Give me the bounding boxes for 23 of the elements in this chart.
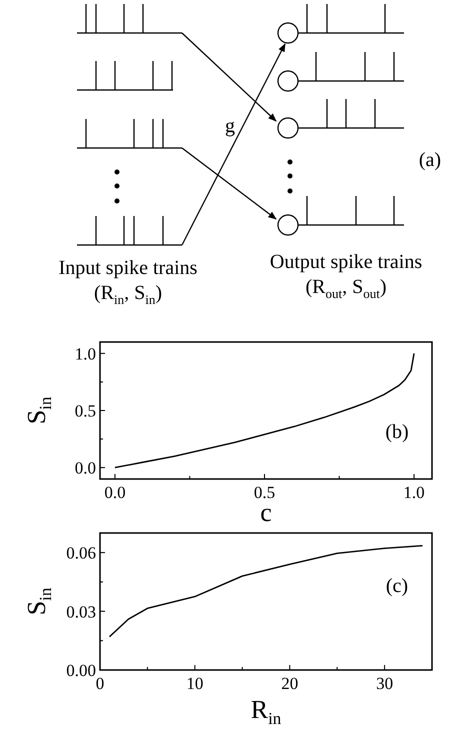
text: g: [225, 115, 235, 137]
annotation: (c): [386, 575, 408, 597]
x-tick-label: 20: [281, 674, 298, 693]
text: (R$_{in}$, S$_{in}$): [94, 282, 162, 307]
y-tick-label: 0.00: [66, 661, 96, 680]
x-axis-title: R$_{in}$: [250, 695, 282, 728]
y-tick-label: 1.0: [74, 344, 96, 364]
y-tick-label: 0.5: [74, 402, 96, 420]
x-tick-label: 0.0: [104, 483, 126, 502]
x-tick-label: 1.0: [403, 483, 425, 502]
text: (R$_{out}$, S$_{out}$): [305, 276, 387, 301]
y-tick-label: 0.03: [66, 602, 96, 622]
y-tick-label: 0.0: [74, 458, 96, 478]
line-series: [114, 352, 415, 468]
x-tick-label: 0: [96, 674, 104, 693]
annotation: (b): [385, 421, 409, 443]
x-tick-label: 10: [186, 674, 204, 693]
text: Output spike trains: [270, 251, 422, 273]
text: Input spike trains: [58, 257, 198, 279]
line-series: [108, 545, 424, 638]
text: (a): [418, 149, 442, 171]
y-tick-label: 0.06: [66, 544, 96, 563]
x-tick-label: 30: [376, 674, 394, 693]
